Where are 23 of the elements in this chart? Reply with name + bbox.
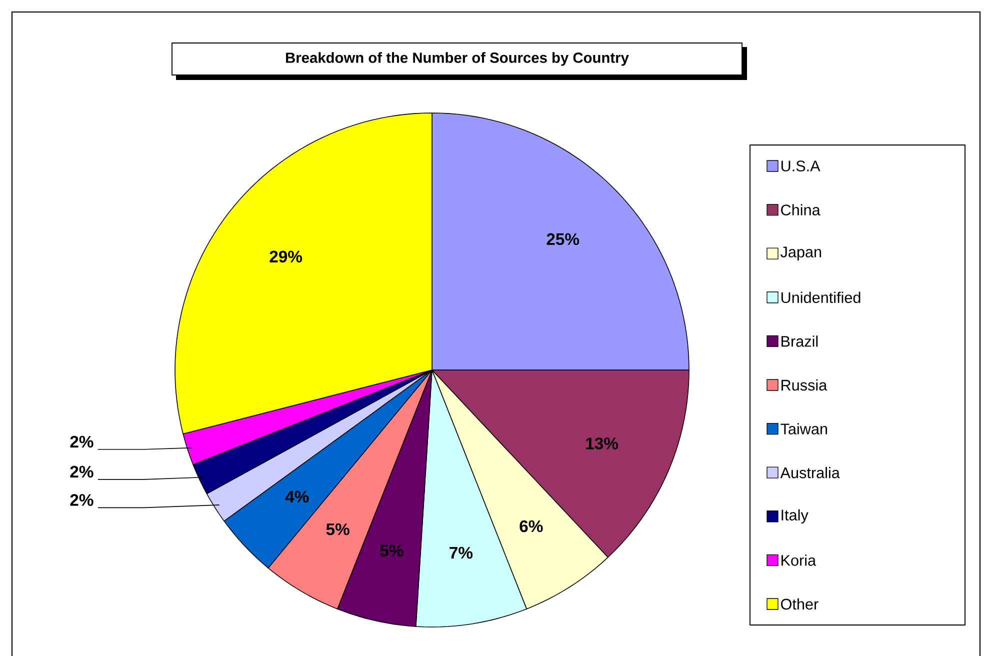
- data-label: 2%: [70, 436, 94, 448]
- legend-label: Russia: [782, 379, 828, 391]
- data-label: 6%: [520, 520, 543, 532]
- data-label: 25%: [546, 233, 580, 246]
- data-label: 5%: [380, 544, 404, 556]
- data-label: 4%: [285, 490, 309, 503]
- legend-label: China: [781, 204, 820, 216]
- legend-label: Japan: [780, 246, 822, 260]
- legend-label: Brazil: [782, 336, 818, 347]
- data-label: 5%: [326, 523, 350, 536]
- data-label: 2%: [70, 494, 94, 506]
- legend-label: Unidentified: [781, 292, 860, 304]
- data-label: 29%: [270, 250, 302, 262]
- legend-label: Italy: [782, 509, 808, 524]
- legend-label: Other: [781, 598, 818, 610]
- legend-label: Koria: [782, 554, 816, 566]
- data-label: 2%: [70, 466, 94, 478]
- legend-label: U.S.A: [781, 160, 820, 172]
- legend-label: Taiwan: [780, 423, 828, 434]
- data-label: 7%: [450, 546, 473, 559]
- data-label: 13%: [586, 438, 618, 450]
- legend-label: Australia: [780, 466, 840, 478]
- chart-title: Breakdown of the Number of Sources by Country: [286, 52, 629, 66]
